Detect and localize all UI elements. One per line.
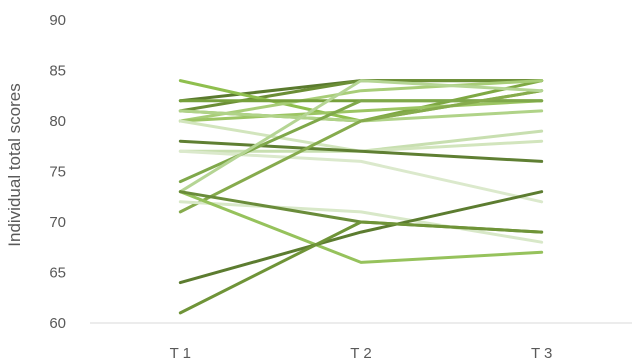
series-line-12 <box>178 139 544 163</box>
series-lines <box>178 79 544 315</box>
series-line-19 <box>178 190 544 285</box>
y-tick-label: 80 <box>49 113 66 130</box>
y-tick-label: 75 <box>49 164 66 181</box>
x-axis-ticks: T 1 T 2 T 3 <box>170 345 553 362</box>
y-tick-label: 60 <box>49 315 66 332</box>
series-line-9 <box>178 129 544 153</box>
x-tick-label: T 2 <box>350 345 371 362</box>
series-line-20 <box>178 220 544 315</box>
y-tick-label: 65 <box>49 265 66 282</box>
series-line-14 <box>178 89 544 214</box>
y-axis-ticks: 60 65 70 75 80 85 90 <box>49 12 66 332</box>
y-tick-label: 90 <box>49 12 66 29</box>
series-line-16 <box>178 200 544 244</box>
y-tick-label: 70 <box>49 214 66 231</box>
x-tick-label: T 1 <box>170 345 191 362</box>
y-axis-title: Individual total scores <box>5 83 24 246</box>
series-line-7 <box>178 99 544 123</box>
series-line-5 <box>178 79 544 123</box>
x-tick-label: T 3 <box>531 345 552 362</box>
series-line-15 <box>178 79 544 194</box>
series-line-17 <box>178 190 544 264</box>
y-tick-label: 85 <box>49 63 66 80</box>
